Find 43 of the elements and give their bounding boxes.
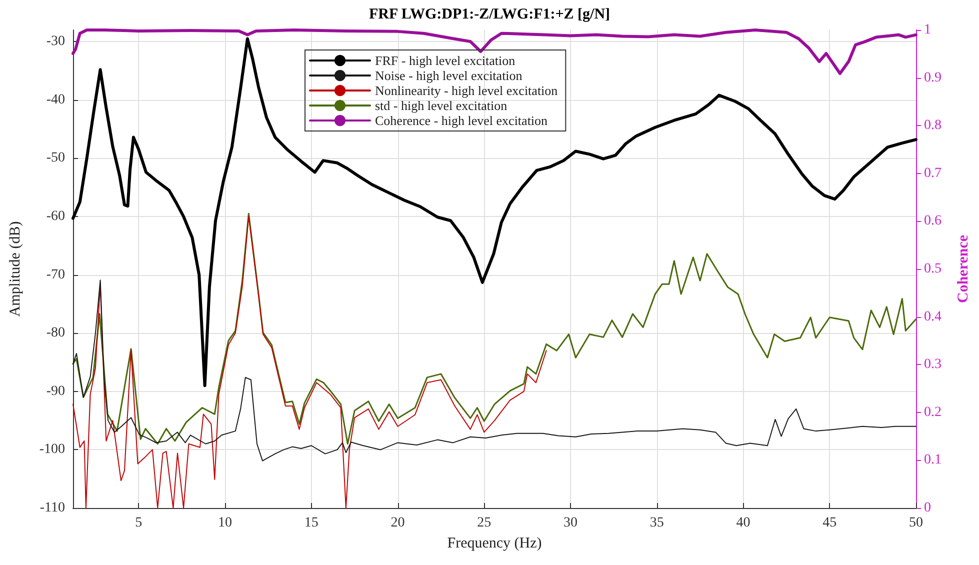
x-tick-label: 30	[564, 516, 578, 530]
y-tick-label: -50	[46, 150, 65, 166]
y-tick-label: -100	[39, 442, 65, 458]
x-tick-label: 5	[135, 516, 142, 530]
y-tick-label: -30	[46, 34, 65, 50]
x-tick-label: 10	[218, 516, 232, 530]
x-tick-label: 45	[822, 516, 837, 530]
line-series	[72, 37, 918, 388]
y2-tick-label: 0.1	[924, 452, 942, 468]
y2-tick-label: 0.7	[924, 166, 942, 181]
y-tick-label: -110	[40, 500, 65, 516]
x-axis-title: Frequency (Hz)	[447, 536, 542, 552]
y2-tick-label: 0.2	[924, 404, 942, 420]
y-tick-label: -60	[46, 209, 65, 224]
chart-title: FRF LWG:DP1:-Z/LWG:F1:+Z [g/N]	[368, 6, 610, 22]
y-tick-label: -90	[46, 384, 65, 399]
legend-label: FRF - high level excitation	[375, 53, 516, 68]
legend-label: Nonlinearity - high level excitation	[375, 83, 558, 98]
y2-tick-label: 1	[924, 22, 931, 38]
y-tick-label: -70	[46, 267, 65, 282]
y2-tick-label: 0.8	[924, 118, 942, 134]
y-axis-title: Amplitude (dB)	[8, 221, 24, 317]
y2-tick-label: 0.3	[924, 357, 942, 372]
line-series	[72, 216, 547, 508]
y2-axis-title: Coherence	[956, 234, 972, 304]
x-tick-label: 50	[909, 516, 923, 530]
legend-label: Noise - high level excitation	[375, 68, 523, 83]
legend-label: Coherence - high level excitation	[375, 113, 548, 128]
line-series	[72, 212, 917, 445]
y2-tick-label: 0.6	[924, 214, 942, 229]
y-tick-label: -80	[46, 326, 65, 341]
y2-tick-label: 0	[924, 500, 931, 516]
x-tick-label: 40	[736, 516, 750, 530]
y2-tick-label: 0.4	[924, 309, 942, 324]
line-series	[72, 280, 916, 462]
y-tick-label: -40	[46, 92, 65, 108]
legend-label: std - high level excitation	[375, 98, 508, 113]
x-tick-label: 35	[650, 516, 664, 530]
y2-tick-label: 0.5	[924, 262, 942, 276]
y2-tick-label: 0.9	[924, 70, 942, 86]
x-tick-label: 15	[304, 516, 318, 530]
x-tick-label: 25	[477, 516, 492, 530]
x-tick-label: 20	[390, 516, 405, 530]
